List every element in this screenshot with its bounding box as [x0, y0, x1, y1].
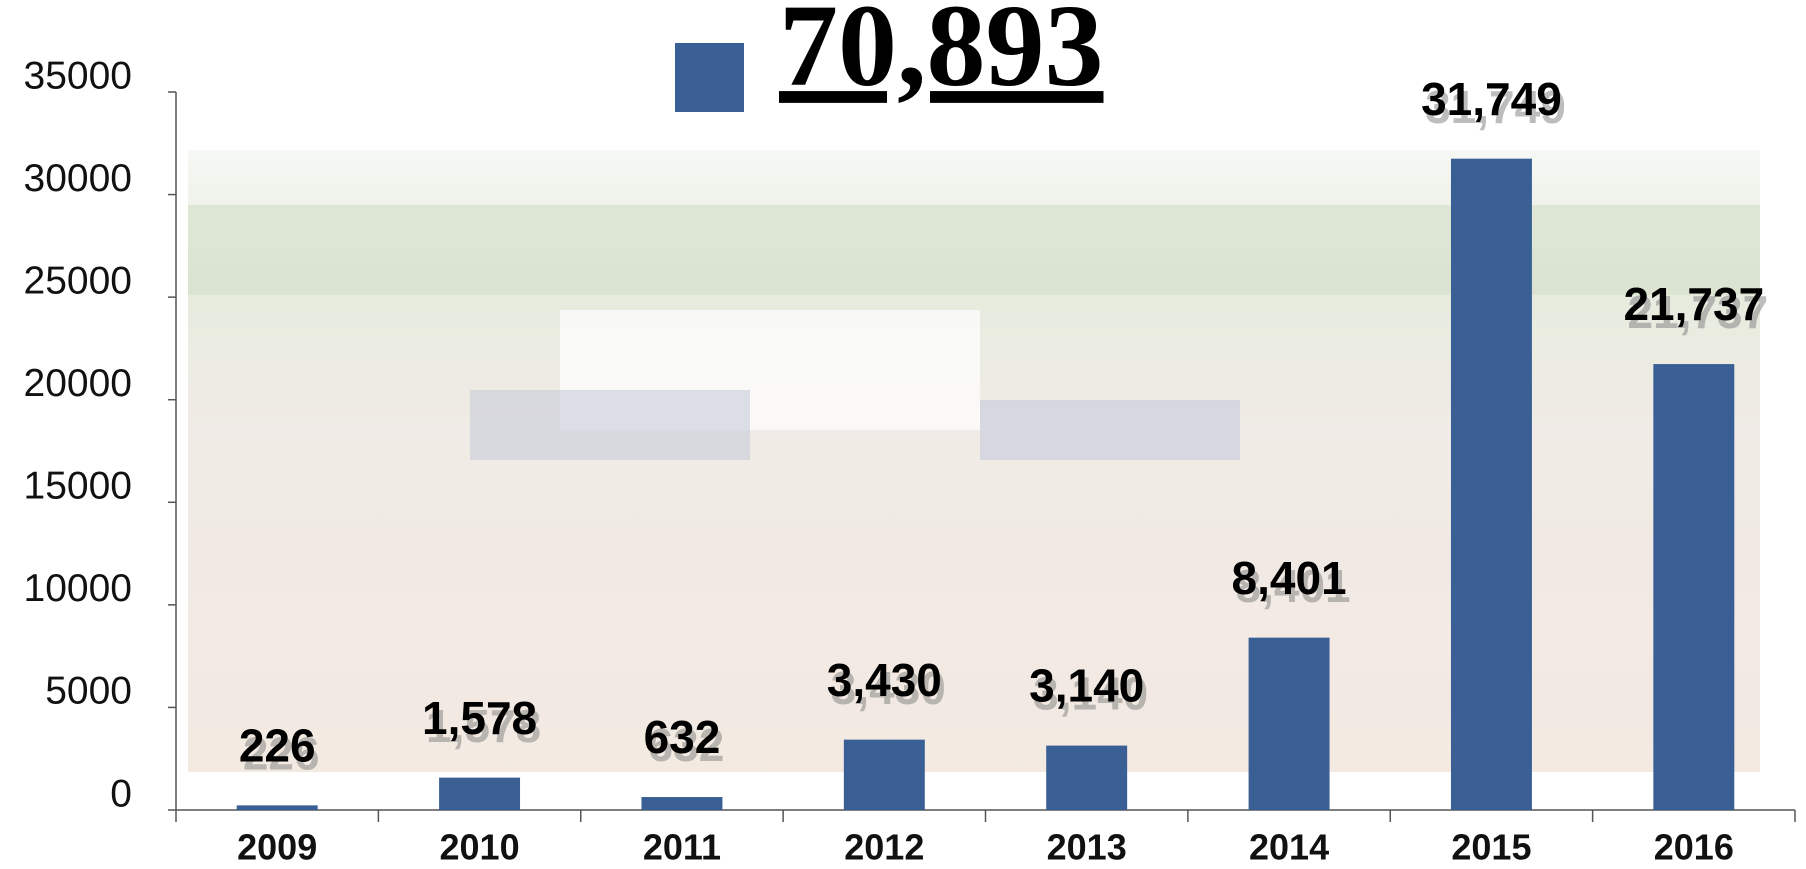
x-tick-label: 2015: [1451, 827, 1531, 868]
bar: [1248, 637, 1330, 810]
value-label-shadow: 31,749: [1425, 81, 1566, 133]
y-tick-label: 20000: [24, 362, 132, 405]
legend-label: 70,893: [779, 0, 1104, 111]
bar: [439, 777, 521, 810]
x-tick-label: 2012: [844, 827, 924, 868]
x-tick-label: 2014: [1249, 827, 1329, 868]
x-tick-label: 2009: [237, 827, 317, 868]
value-label: 21,737: [1623, 278, 1764, 330]
value-label: 226: [239, 720, 316, 772]
bar: [641, 797, 723, 810]
value-label: 632: [644, 711, 721, 763]
y-tick-label: 35000: [24, 54, 132, 97]
value-label: 31,749: [1421, 73, 1562, 125]
y-tick-label: 5000: [45, 670, 132, 713]
bar: [1653, 364, 1735, 810]
background-tent: [980, 400, 1240, 460]
value-label-shadow: 3,430: [831, 662, 946, 714]
y-tick-label: 15000: [24, 465, 132, 508]
value-label-shadow: 1,578: [426, 700, 541, 752]
value-label-shadow: 226: [243, 728, 320, 780]
value-label: 1,578: [422, 692, 537, 744]
bar: [843, 739, 925, 810]
x-tick-label: 2010: [440, 827, 520, 868]
x-tick-label: 2011: [643, 827, 721, 868]
y-tick-label: 30000: [24, 157, 132, 200]
value-label: 8,401: [1232, 552, 1347, 604]
bar: [236, 805, 318, 810]
y-tick-label: 0: [110, 772, 132, 815]
y-tick-label: 10000: [24, 567, 132, 610]
value-label-shadow: 8,401: [1236, 560, 1351, 612]
x-tick-label: 2013: [1047, 827, 1127, 868]
x-tick-label: 2016: [1654, 827, 1734, 868]
value-label-shadow: 21,737: [1627, 286, 1768, 338]
legend-swatch: [675, 43, 744, 112]
bar: [1450, 158, 1532, 810]
bar: [1046, 745, 1128, 810]
background-tent: [470, 390, 750, 460]
value-label-shadow: 3,140: [1033, 668, 1148, 720]
value-label: 3,430: [827, 654, 942, 706]
value-label-shadow: 632: [648, 719, 725, 771]
y-tick-label: 25000: [24, 259, 132, 302]
value-label: 3,140: [1029, 660, 1144, 712]
